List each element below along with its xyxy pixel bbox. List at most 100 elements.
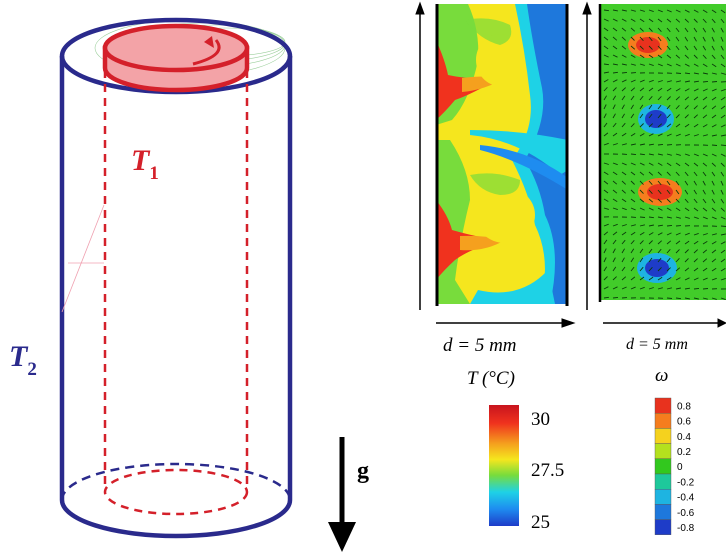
velocity-vector	[702, 258, 708, 263]
velocity-vector	[720, 72, 726, 75]
velocity-vector	[648, 153, 654, 156]
velocity-vector	[639, 171, 645, 176]
velocity-vector	[702, 267, 708, 272]
velocity-vector	[648, 9, 654, 13]
velocity-vector	[657, 123, 663, 128]
velocity-vector	[720, 54, 725, 60]
velocity-vector	[648, 54, 654, 59]
velocity-vector	[612, 171, 618, 176]
velocity-vector	[666, 287, 673, 290]
velocity-vector	[711, 105, 717, 110]
outer-bottom-hidden-edge	[60, 462, 292, 501]
velocity-vector	[621, 63, 627, 66]
vorticity-colorbar-title: ω	[655, 365, 668, 386]
velocity-vector	[675, 80, 682, 83]
velocity-vector	[621, 286, 627, 290]
velocity-vector	[657, 162, 663, 166]
velocity-vector	[666, 113, 671, 119]
velocity-vector	[702, 63, 708, 67]
velocity-vector	[711, 277, 717, 281]
velocity-vector	[639, 257, 644, 263]
velocity-vector	[639, 95, 644, 101]
velocity-vector	[630, 9, 636, 12]
velocity-vector	[603, 86, 608, 92]
vorticity-tick-label: 0.6	[677, 417, 691, 428]
velocity-vector	[621, 54, 627, 58]
velocity-vector	[702, 18, 707, 24]
vorticity-color-swatch	[654, 397, 672, 414]
velocity-vector	[693, 134, 699, 137]
velocity-vector	[648, 96, 653, 101]
velocity-vector	[612, 198, 618, 202]
velocity-vector	[657, 232, 663, 236]
velocity-vector	[711, 114, 717, 119]
velocity-vector	[639, 133, 645, 137]
velocity-vector	[657, 80, 663, 83]
velocity-vector	[720, 63, 726, 68]
velocity-vector	[666, 27, 671, 33]
velocity-vector	[693, 216, 699, 220]
velocity-vector	[621, 266, 626, 272]
velocity-vector	[684, 105, 689, 110]
temperature-scale-label: d = 5 mm	[443, 335, 517, 356]
velocity-vector	[630, 45, 636, 50]
rotation-arrow-icon	[192, 39, 221, 66]
velocity-vector	[657, 9, 663, 13]
velocity-vector	[639, 113, 644, 119]
velocity-vector	[621, 95, 626, 101]
inner-cylinder-top	[102, 23, 250, 93]
vorticity-colorbar: ω 0.8 0.6 0.4 0.2 0 -0.2 -0.4 -0.6 -0.8	[654, 365, 695, 535]
velocity-vector	[666, 133, 672, 137]
velocity-vector	[603, 162, 609, 165]
velocity-vector	[675, 27, 680, 33]
velocity-vector	[693, 36, 697, 42]
velocity-vector	[675, 54, 681, 59]
velocity-vector	[603, 63, 609, 66]
velocity-vector	[648, 257, 653, 263]
velocity-vector	[666, 18, 672, 23]
velocity-vector	[603, 257, 607, 263]
velocity-vector	[612, 162, 618, 166]
velocity-vector	[648, 113, 653, 119]
velocity-vector	[648, 143, 654, 146]
velocity-vector	[621, 143, 627, 146]
velocity-vector	[603, 180, 609, 185]
velocity-vector	[612, 79, 618, 83]
velocity-vector	[639, 18, 645, 23]
velocity-vector	[612, 248, 616, 254]
velocity-vector	[675, 277, 681, 281]
velocity-vector	[720, 45, 724, 51]
vorticity-tick-label: 0.2	[677, 447, 691, 458]
velocity-vector	[648, 240, 653, 245]
velocity-vector	[684, 267, 690, 272]
velocity-vector	[693, 63, 699, 67]
velocity-vector	[702, 216, 708, 220]
velocity-vector	[612, 18, 618, 22]
velocity-vector	[612, 286, 618, 290]
velocity-vector	[711, 233, 717, 236]
velocity-vector	[684, 297, 690, 300]
velocity-vector	[684, 287, 690, 290]
velocity-vector	[639, 189, 644, 194]
gravity-arrow-icon	[328, 437, 356, 552]
velocity-vector	[621, 104, 625, 110]
velocity-vector	[630, 240, 635, 245]
velocity-vector	[630, 231, 636, 236]
velocity-vector	[603, 132, 609, 137]
velocity-vector	[648, 171, 654, 176]
velocity-vector	[720, 27, 724, 33]
velocity-vector	[612, 104, 616, 110]
vorticity-tick-label: 0.8	[677, 401, 691, 412]
velocity-vector	[693, 297, 699, 300]
velocity-vector	[603, 296, 609, 299]
velocity-vector	[621, 79, 627, 83]
velocity-vector	[711, 96, 717, 101]
velocity-vector	[603, 18, 609, 22]
velocity-vector	[675, 216, 681, 219]
velocity-vector	[693, 88, 699, 92]
velocity-vector	[675, 171, 680, 177]
velocity-vector	[702, 162, 708, 167]
velocity-vector	[630, 189, 635, 194]
velocity-vector	[639, 87, 645, 92]
velocity-vector	[603, 79, 609, 83]
